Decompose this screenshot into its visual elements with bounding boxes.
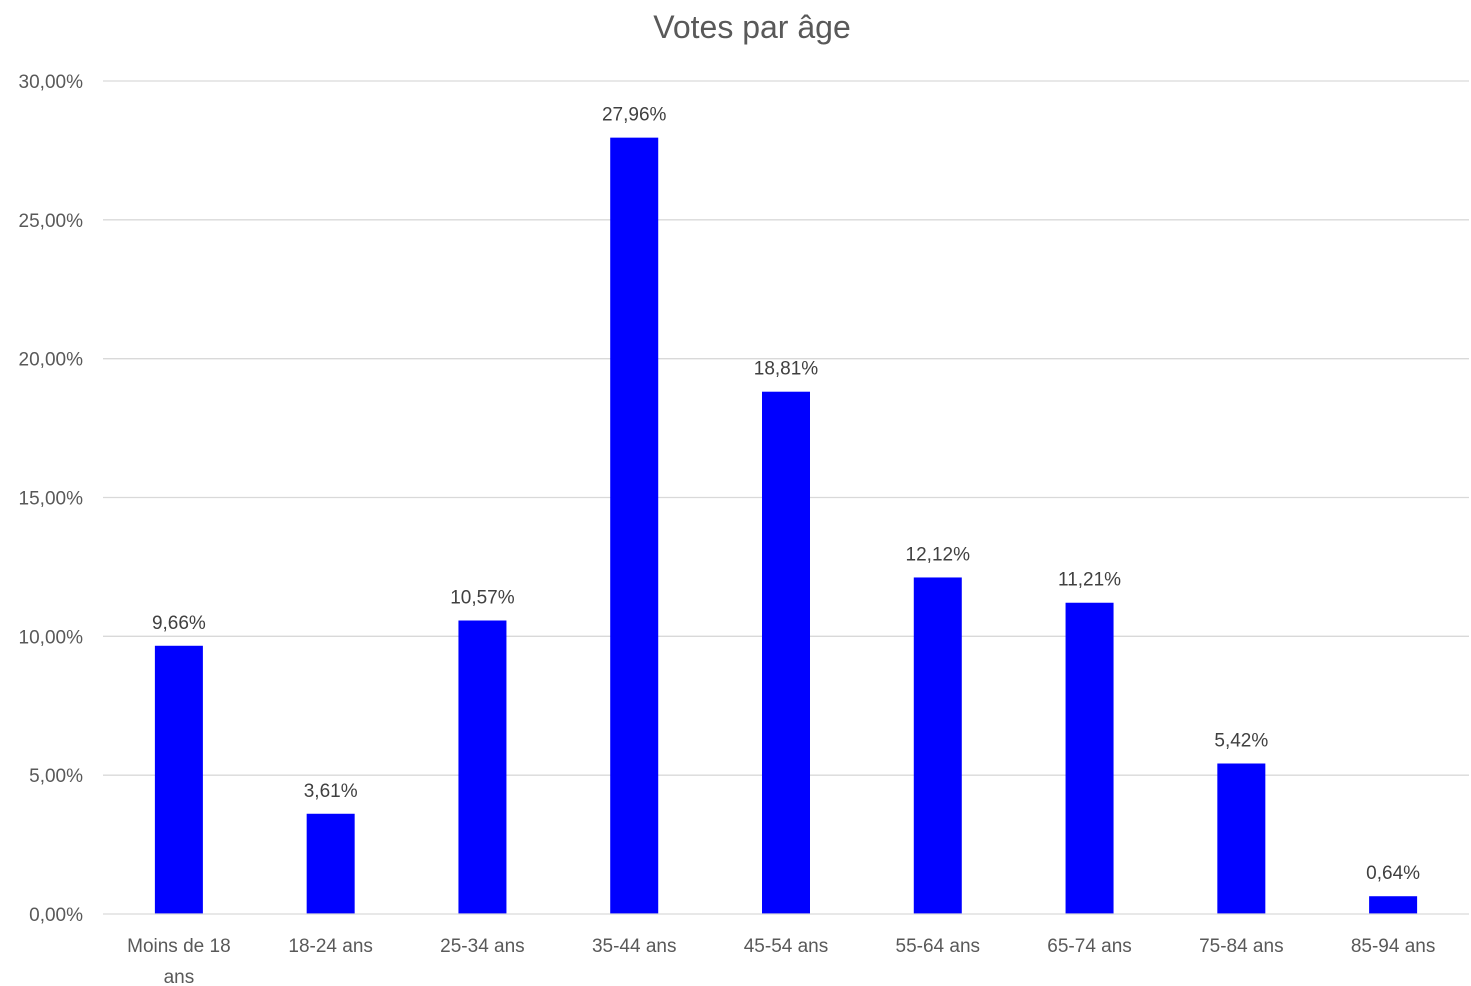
data-label: 10,57% — [450, 588, 515, 609]
bar — [306, 813, 355, 914]
data-label: 9,66% — [152, 613, 206, 634]
bar — [610, 137, 659, 915]
x-category-label: 75-84 ans — [1199, 936, 1284, 957]
y-tick-label: 25,00% — [19, 211, 84, 232]
data-label: 18,81% — [754, 359, 819, 380]
data-label: 3,61% — [304, 781, 358, 802]
x-category-label: 55-64 ans — [896, 936, 981, 957]
y-tick-label: 0,00% — [29, 905, 83, 926]
bar — [1065, 602, 1114, 914]
y-tick-label: 10,00% — [19, 627, 84, 648]
bar — [154, 645, 203, 914]
x-category-label: 35-44 ans — [592, 936, 677, 957]
data-label: 0,64% — [1366, 863, 1420, 884]
bar — [1369, 896, 1418, 914]
data-label: 11,21% — [1058, 570, 1121, 591]
data-label: 5,42% — [1214, 731, 1268, 752]
y-axis-ticks: 0,00% 5,00% 10,00% 15,00% 20,00% 25,00% 30,00% — [19, 72, 84, 926]
x-category-label: 18-24 ans — [288, 936, 373, 957]
bar — [1217, 763, 1266, 914]
data-label: 12,12% — [906, 544, 971, 565]
bar — [458, 620, 507, 914]
x-category-label: 25-34 ans — [440, 936, 525, 957]
y-tick-label: 20,00% — [19, 350, 84, 371]
data-label: 27,96% — [602, 105, 667, 126]
y-tick-label: 30,00% — [19, 72, 84, 93]
bar — [913, 577, 962, 914]
bar — [762, 391, 810, 915]
x-category-label: 45-54 ans — [744, 936, 829, 957]
x-category-label: Moins de 18 ans — [127, 936, 231, 986]
y-tick-label: 5,00% — [29, 766, 83, 787]
x-category-label: 65-74 ans — [1047, 936, 1132, 957]
x-category-label: 85-94 ans — [1351, 936, 1436, 957]
bars — [154, 137, 1418, 915]
y-tick-label: 15,00% — [19, 489, 84, 510]
chart-title: Votes par âge — [653, 9, 850, 45]
x-axis-categories: Moins de 18 ans 18-24 ans 25-34 ans 35-44 an… — [127, 936, 1435, 986]
data-labels: 9,66% 3,61% 10,57% 27,96% 18,81% 12,12% 11,21%… — [152, 105, 1420, 885]
